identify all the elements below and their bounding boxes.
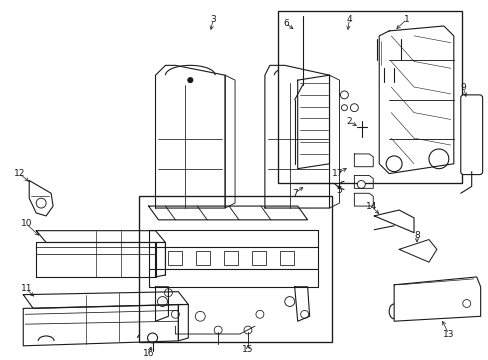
Circle shape [350,104,358,112]
Bar [138,196,332,342]
Text: 15: 15 [242,345,253,354]
Text: 10: 10 [20,219,32,228]
Circle shape [386,156,401,172]
Circle shape [171,310,179,318]
Text: 5: 5 [336,186,342,195]
Circle shape [187,78,192,82]
Circle shape [357,180,365,188]
Circle shape [147,333,157,343]
Bar [279,251,293,265]
Circle shape [255,310,264,318]
Bar [251,251,265,265]
Circle shape [157,297,167,306]
Circle shape [36,198,46,208]
Circle shape [341,105,346,111]
Bar [168,251,182,265]
Text: 1: 1 [404,15,409,24]
Circle shape [300,310,308,318]
Text: 2: 2 [346,117,351,126]
FancyBboxPatch shape [460,95,482,175]
Bar [277,11,461,184]
Circle shape [462,300,470,307]
Text: 4: 4 [346,15,351,24]
Circle shape [195,311,205,321]
Bar [196,251,210,265]
Text: 16: 16 [142,349,154,358]
Text: 8: 8 [413,231,419,240]
Circle shape [164,289,172,297]
Circle shape [214,326,222,334]
Circle shape [428,149,448,169]
Circle shape [284,297,294,306]
Circle shape [358,123,366,131]
Text: 12: 12 [14,169,25,178]
Text: 14: 14 [365,202,376,211]
Circle shape [294,78,299,82]
Text: 9: 9 [460,84,466,93]
Text: 13: 13 [442,329,454,338]
Text: 3: 3 [210,15,216,24]
Text: 6: 6 [283,18,288,27]
Bar [224,251,238,265]
Circle shape [244,326,251,334]
Circle shape [340,91,347,99]
Text: 7: 7 [291,189,297,198]
Text: 17: 17 [331,169,343,178]
Text: 11: 11 [20,284,32,293]
